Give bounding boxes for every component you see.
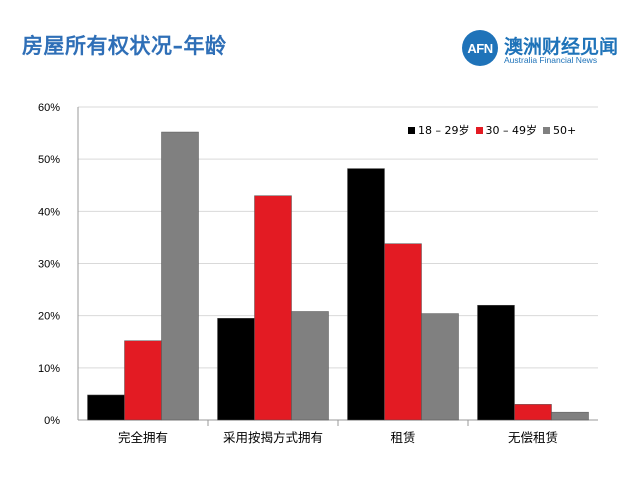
bar-0-2 <box>161 131 199 421</box>
y-tick-label: 0% <box>44 415 60 427</box>
legend-swatch-50-plus <box>543 126 550 134</box>
y-tick-label: 10% <box>38 363 60 375</box>
chart-legend: 18 – 29岁 30 – 49岁 50+ <box>408 122 576 138</box>
legend-label-50-plus: 50+ <box>553 123 577 137</box>
chart-title: 房屋所有权状况–年龄 <box>22 34 227 58</box>
bar-3-2 <box>551 411 589 421</box>
y-tick-label: 20% <box>38 311 60 323</box>
y-tick-label: 30% <box>38 259 60 271</box>
brand-logo: AFN 澳洲财经见闻 Australia Financial News <box>462 30 632 70</box>
bar-2-0 <box>347 168 385 421</box>
legend-swatch-30-49 <box>475 126 483 134</box>
y-tick-label: 50% <box>38 154 60 166</box>
legend-item-30-49: 30 – 49岁 <box>475 122 538 138</box>
afn-logo-icon: AFN <box>462 30 498 66</box>
x-category-label: 完全拥有 <box>118 430 168 445</box>
bar-2-2 <box>421 313 459 421</box>
bar-2-1 <box>384 243 422 421</box>
legend-item-18-29: 18 – 29岁 <box>408 122 470 138</box>
x-category-label: 租赁 <box>390 430 415 445</box>
logo-english-name: Australia Financial News <box>504 55 598 65</box>
legend-label-30-49: 30 – 49岁 <box>485 124 538 137</box>
bar-1-1 <box>254 195 292 421</box>
bar-3-0 <box>477 304 515 421</box>
bar-0-0 <box>87 394 125 421</box>
bar-0-1 <box>124 340 162 421</box>
y-tick-label: 60% <box>38 102 60 114</box>
logo-chinese-name: 澳洲财经见闻 <box>504 36 619 58</box>
y-tick-label: 40% <box>38 206 60 218</box>
bar-3-1 <box>514 404 552 421</box>
legend-label-18-29: 18 – 29岁 <box>418 124 470 137</box>
x-category-label: 无偿租赁 <box>508 430 558 445</box>
x-category-label: 采用按揭方式拥有 <box>223 430 323 445</box>
bar-1-2 <box>291 311 329 421</box>
legend-item-50-plus: 50+ <box>543 122 576 138</box>
legend-swatch-18-29 <box>408 126 415 134</box>
bar-1-0 <box>217 318 255 421</box>
